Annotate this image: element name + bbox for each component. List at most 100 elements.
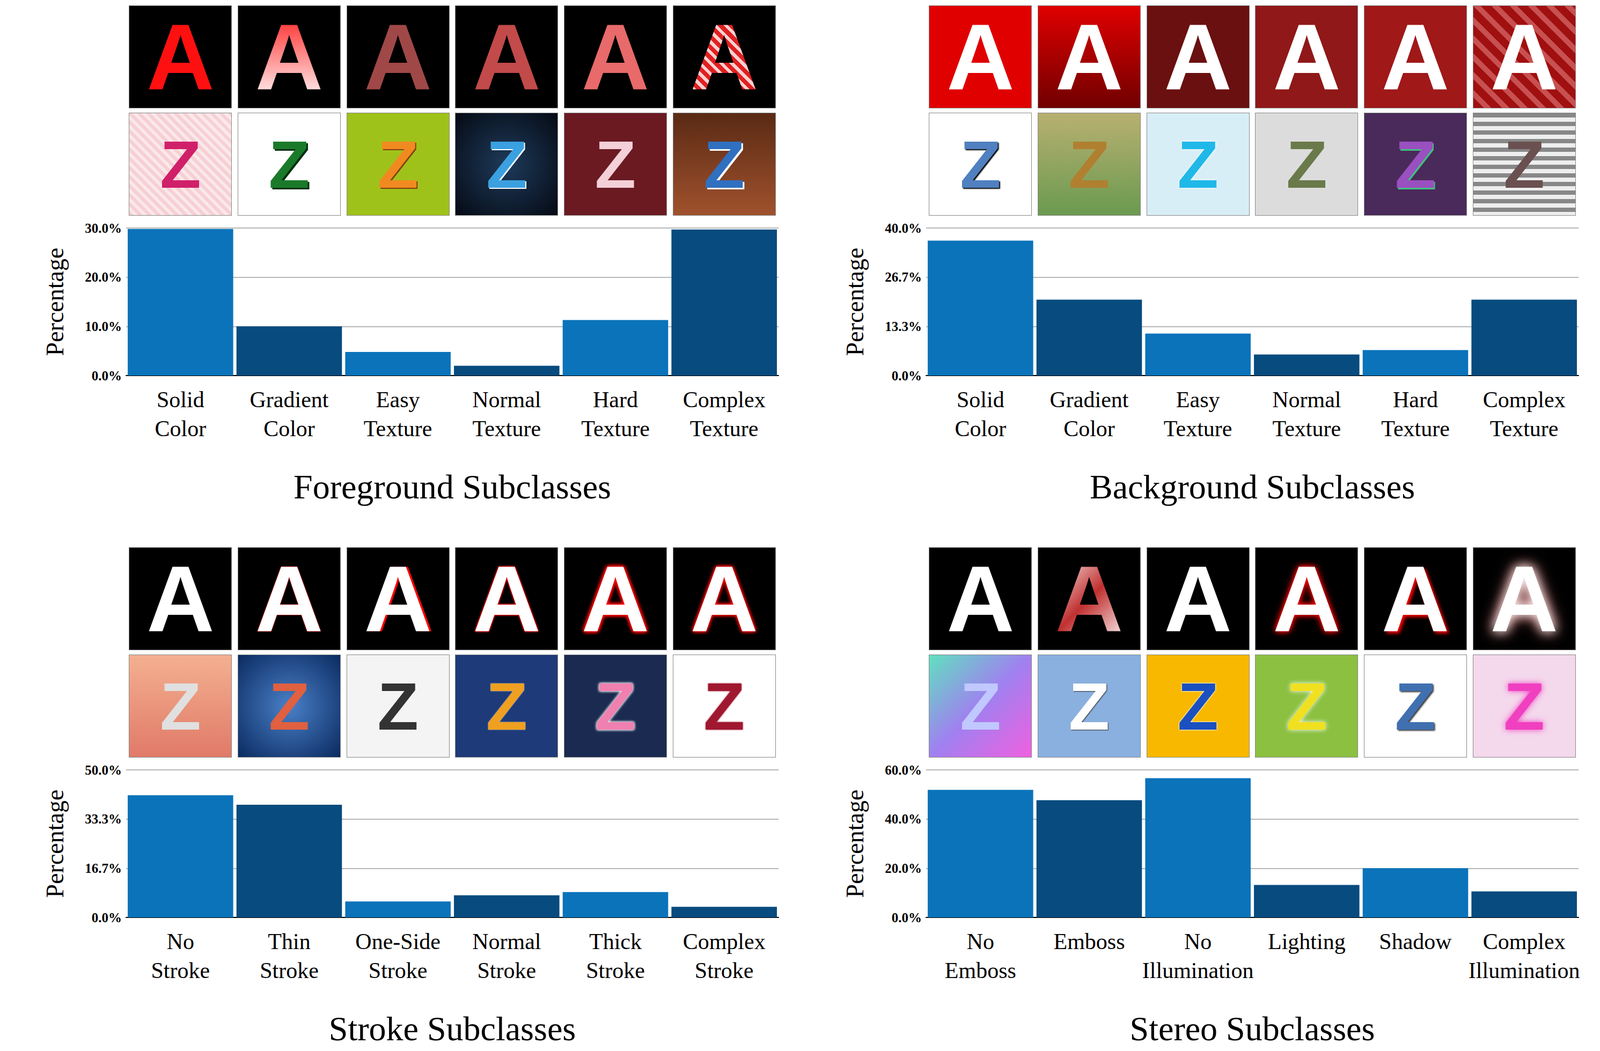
svg-text:Thin: Thin (267, 929, 311, 954)
svg-text:50.0%: 50.0% (84, 762, 122, 778)
svg-text:33.3%: 33.3% (84, 811, 122, 827)
html-text:Z: Z (159, 126, 201, 202)
html-text:A: A (1272, 546, 1341, 652)
svg-text:Hard: Hard (592, 387, 638, 413)
svg-text:0.0%: 0.0% (891, 368, 922, 384)
svg-text:40.0%: 40.0% (884, 221, 922, 236)
html-text:A: A (364, 546, 432, 652)
svg-text:Foreground Subclasses: Foreground Subclasses (293, 467, 612, 506)
svg-text:13.3%: 13.3% (884, 319, 922, 334)
html-text:A: A (1164, 4, 1232, 110)
svg-text:Texture: Texture (1490, 416, 1559, 442)
svg-text:20.0%: 20.0% (84, 269, 122, 285)
svg-text:No: No (1184, 929, 1212, 954)
html-text:A: A (255, 4, 324, 110)
html-text:Z: Z (377, 126, 419, 202)
svg-text:Color: Color (263, 416, 315, 442)
svg-text:Texture: Texture (1272, 416, 1341, 442)
svg-text:Color: Color (954, 416, 1007, 442)
html-text:A: A (1381, 4, 1450, 110)
svg-text:Gradient: Gradient (1050, 387, 1129, 413)
svg-text:Texture: Texture (472, 416, 541, 442)
svg-text:Stroke: Stroke (259, 958, 319, 983)
svg-text:Stroke: Stroke (585, 958, 645, 983)
svg-text:No: No (166, 929, 195, 954)
svg-text:Stroke Subclasses: Stroke Subclasses (328, 1009, 576, 1048)
svg-text:Percentage: Percentage (841, 247, 869, 357)
html-text:Z: Z (959, 126, 1001, 202)
html-text:A: A (581, 546, 650, 652)
svg-text:10.0%: 10.0% (84, 319, 122, 334)
svg-text:Emboss: Emboss (944, 958, 1017, 983)
svg-text:Color: Color (1063, 416, 1115, 442)
svg-text:Easy: Easy (1176, 387, 1221, 413)
svg-text:0.0%: 0.0% (91, 368, 122, 384)
html-text:A: A (1272, 4, 1341, 110)
svg-text:Illumination: Illumination (1468, 958, 1581, 983)
svg-text:Percentage: Percentage (41, 247, 69, 357)
svg-text:Solid: Solid (956, 387, 1005, 413)
svg-text:40.0%: 40.0% (884, 811, 922, 827)
html-text:A: A (581, 4, 650, 110)
svg-text:Solid: Solid (156, 387, 205, 413)
html-text:A: A (364, 4, 432, 110)
html-text:A: A (1164, 546, 1232, 652)
svg-text:No: No (966, 929, 995, 954)
svg-text:Complex: Complex (683, 387, 766, 413)
svg-text:Percentage: Percentage (841, 789, 869, 899)
svg-text:Complex: Complex (683, 929, 766, 954)
html-text:Z: Z (268, 126, 310, 202)
html-text:A: A (690, 546, 759, 652)
html-text:A: A (690, 4, 759, 110)
svg-text:Texture: Texture (690, 416, 759, 442)
html-text:A: A (146, 4, 215, 110)
html-text:A: A (1055, 546, 1124, 652)
html-text:A: A (255, 546, 324, 652)
html-text:A: A (1490, 4, 1559, 110)
html-text:A: A (1055, 4, 1124, 110)
svg-text:60.0%: 60.0% (884, 762, 922, 778)
svg-text:Thick: Thick (589, 929, 642, 954)
svg-text:Lighting: Lighting (1267, 929, 1346, 954)
svg-text:30.0%: 30.0% (84, 221, 122, 236)
svg-text:Easy: Easy (376, 387, 421, 413)
html-text:A: A (1381, 546, 1450, 652)
svg-text:Color: Color (154, 416, 207, 442)
svg-text:Texture: Texture (1163, 416, 1233, 442)
html-text:A: A (946, 4, 1015, 110)
html-text:Z: Z (703, 126, 745, 202)
svg-text:26.7%: 26.7% (884, 269, 922, 285)
svg-text:20.0%: 20.0% (884, 861, 922, 876)
svg-text:Normal: Normal (472, 929, 541, 954)
svg-text:Background Subclasses: Background Subclasses (1089, 467, 1415, 506)
svg-text:Normal: Normal (1272, 387, 1341, 413)
svg-text:Complex: Complex (1483, 387, 1566, 413)
svg-text:Emboss: Emboss (1053, 929, 1125, 954)
svg-text:Texture: Texture (1381, 416, 1450, 442)
svg-text:Stroke: Stroke (477, 958, 537, 983)
svg-text:Stroke: Stroke (151, 958, 211, 983)
html-text:A: A (1490, 546, 1559, 652)
svg-text:16.7%: 16.7% (84, 861, 122, 876)
svg-text:Hard: Hard (1392, 387, 1438, 413)
svg-text:Illumination: Illumination (1142, 958, 1254, 983)
svg-text:Percentage: Percentage (41, 789, 69, 899)
html-text:Z: Z (486, 126, 528, 202)
html-text:A: A (472, 4, 541, 110)
svg-text:0.0%: 0.0% (91, 910, 122, 926)
svg-text:Stroke: Stroke (694, 958, 754, 983)
svg-text:Stroke: Stroke (368, 958, 428, 983)
svg-text:Stereo Subclasses: Stereo Subclasses (1129, 1009, 1376, 1048)
svg-text:Shadow: Shadow (1378, 929, 1452, 954)
html-text:A: A (946, 546, 1015, 652)
svg-text:Texture: Texture (581, 416, 650, 442)
svg-text:0.0%: 0.0% (891, 910, 922, 926)
svg-text:Normal: Normal (472, 387, 541, 413)
svg-text:Gradient: Gradient (250, 387, 329, 413)
html-text:A: A (472, 546, 541, 652)
svg-text:Complex: Complex (1483, 929, 1566, 954)
html-text:A: A (146, 546, 215, 652)
html-text:Z: Z (594, 126, 636, 202)
svg-text:Texture: Texture (363, 416, 433, 442)
svg-text:One-Side: One-Side (355, 929, 441, 954)
